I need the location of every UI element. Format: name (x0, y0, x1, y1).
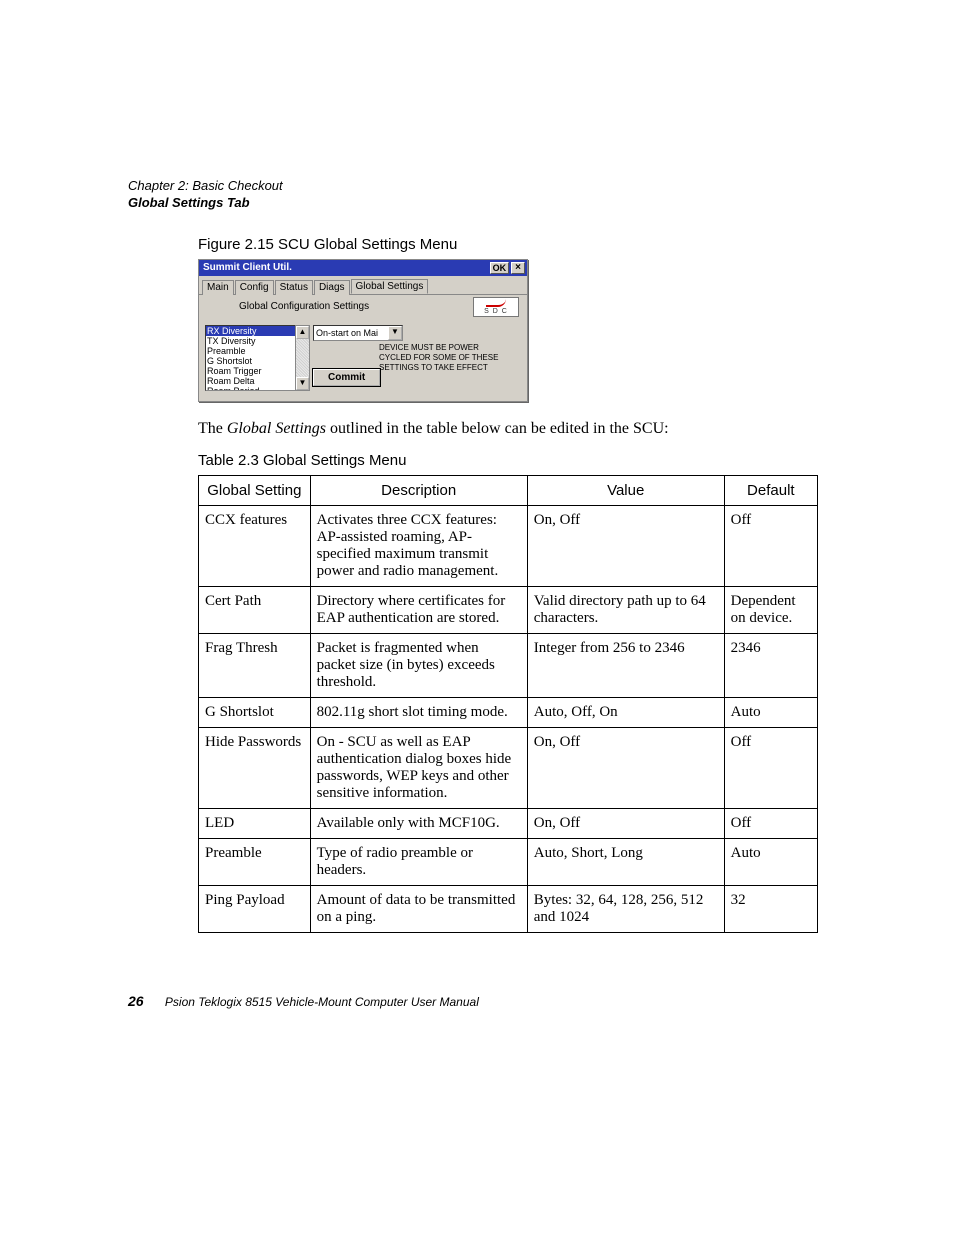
note-line: CYCLED FOR SOME OF THESE (379, 353, 519, 363)
figure-caption: Figure 2.15 SCU Global Settings Menu (198, 236, 826, 253)
global-settings-table: Global Setting Description Value Default… (198, 475, 818, 933)
cell-value: Integer from 256 to 2346 (527, 633, 724, 697)
para-pre: The (198, 420, 227, 437)
th-default: Default (724, 475, 817, 505)
table-header-row: Global Setting Description Value Default (199, 475, 818, 505)
table-row: LED Available only with MCF10G. On, Off … (199, 808, 818, 838)
list-item[interactable]: TX Diversity (206, 336, 296, 346)
scroll-down-icon[interactable]: ▼ (296, 377, 309, 390)
cell-setting: LED (199, 808, 311, 838)
listbox-scrollbar[interactable]: ▲ ▼ (295, 325, 310, 391)
scu-screenshot: Summit Client Util. OK × Main Config Sta… (198, 259, 528, 402)
cell-value: Bytes: 32, 64, 128, 256, 512 and 1024 (527, 885, 724, 932)
list-item[interactable]: RX Diversity (206, 326, 296, 336)
settings-listbox[interactable]: RX Diversity TX Diversity Preamble G Sho… (205, 325, 297, 391)
table-row: Hide Passwords On - SCU as well as EAP a… (199, 727, 818, 808)
cell-value: On, Off (527, 808, 724, 838)
power-cycle-note: DEVICE MUST BE POWER CYCLED FOR SOME OF … (379, 343, 519, 373)
cell-setting: CCX features (199, 505, 311, 586)
scroll-up-icon[interactable]: ▲ (296, 326, 309, 339)
table-row: Frag Thresh Packet is fragmented when pa… (199, 633, 818, 697)
cell-default: Dependent on device. (724, 586, 817, 633)
th-setting: Global Setting (199, 475, 311, 505)
table-row: G Shortslot 802.11g short slot timing mo… (199, 697, 818, 727)
table-row: Preamble Type of radio preamble or heade… (199, 838, 818, 885)
cell-default: 2346 (724, 633, 817, 697)
cell-description: Available only with MCF10G. (310, 808, 527, 838)
cell-default: Off (724, 505, 817, 586)
list-item[interactable]: Roam Trigger (206, 366, 296, 376)
tab-strip: Main Config Status Diags Global Settings (199, 276, 527, 295)
cell-default: 32 (724, 885, 817, 932)
note-line: SETTINGS TO TAKE EFFECT (379, 363, 519, 373)
cell-default: Auto (724, 697, 817, 727)
list-item[interactable]: Preamble (206, 346, 296, 356)
cell-value: On, Off (527, 505, 724, 586)
chapter-header: Chapter 2: Basic Checkout Global Setting… (128, 178, 826, 212)
chapter-line: Chapter 2: Basic Checkout (128, 178, 826, 195)
cell-value: Auto, Short, Long (527, 838, 724, 885)
tab-status[interactable]: Status (275, 280, 313, 295)
dropdown-value: On-start on Mai (314, 328, 388, 338)
para-ital: Global Settings (227, 420, 326, 437)
cell-setting: Cert Path (199, 586, 311, 633)
table-row: Ping Payload Amount of data to be transm… (199, 885, 818, 932)
th-description: Description (310, 475, 527, 505)
cell-description: Directory where certificates for EAP aut… (310, 586, 527, 633)
cell-description: On - SCU as well as EAP authentication d… (310, 727, 527, 808)
cell-setting: Hide Passwords (199, 727, 311, 808)
cell-value: Valid directory path up to 64 characters… (527, 586, 724, 633)
tab-global-settings[interactable]: Global Settings (351, 279, 429, 294)
table-row: CCX features Activates three CCX feature… (199, 505, 818, 586)
close-button[interactable]: × (511, 262, 525, 274)
cell-default: Off (724, 808, 817, 838)
cell-value: Auto, Off, On (527, 697, 724, 727)
list-item[interactable]: Roam Delta (206, 376, 296, 386)
cell-description: Amount of data to be transmitted on a pi… (310, 885, 527, 932)
cell-value: On, Off (527, 727, 724, 808)
tab-diags[interactable]: Diags (314, 280, 350, 295)
logo-text: S D C (484, 308, 508, 315)
section-line: Global Settings Tab (128, 195, 826, 212)
page-number: 26 (128, 993, 144, 1009)
cell-description: 802.11g short slot timing mode. (310, 697, 527, 727)
tab-config[interactable]: Config (235, 280, 274, 295)
cell-setting: Frag Thresh (199, 633, 311, 697)
table-caption: Table 2.3 Global Settings Menu (198, 452, 826, 469)
note-line: DEVICE MUST BE POWER (379, 343, 519, 353)
cell-setting: Ping Payload (199, 885, 311, 932)
cell-description: Type of radio preamble or headers. (310, 838, 527, 885)
chevron-down-icon[interactable]: ▼ (388, 326, 402, 340)
cell-default: Auto (724, 838, 817, 885)
window-title: Summit Client Util. (203, 262, 292, 273)
tab-main[interactable]: Main (202, 280, 234, 295)
footer-text: Psion Teklogix 8515 Vehicle-Mount Comput… (165, 995, 479, 1009)
th-value: Value (527, 475, 724, 505)
cell-description: Packet is fragmented when packet size (i… (310, 633, 527, 697)
cell-description: Activates three CCX features: AP-assiste… (310, 505, 527, 586)
table-row: Cert Path Directory where certificates f… (199, 586, 818, 633)
list-item[interactable]: G Shortslot (206, 356, 296, 366)
cell-default: Off (724, 727, 817, 808)
list-item[interactable]: Roam Period (206, 386, 296, 391)
ok-button[interactable]: OK (490, 262, 510, 274)
para-post: outlined in the table below can be edite… (326, 420, 669, 437)
cell-setting: Preamble (199, 838, 311, 885)
cell-setting: G Shortslot (199, 697, 311, 727)
page-footer: 26 Psion Teklogix 8515 Vehicle-Mount Com… (128, 993, 826, 1009)
sdc-logo: S D C (473, 297, 519, 317)
intro-paragraph: The Global Settings outlined in the tabl… (198, 420, 826, 438)
commit-button[interactable]: Commit (313, 369, 380, 386)
value-dropdown[interactable]: On-start on Mai ▼ (313, 325, 403, 341)
titlebar: Summit Client Util. OK × (199, 260, 527, 276)
